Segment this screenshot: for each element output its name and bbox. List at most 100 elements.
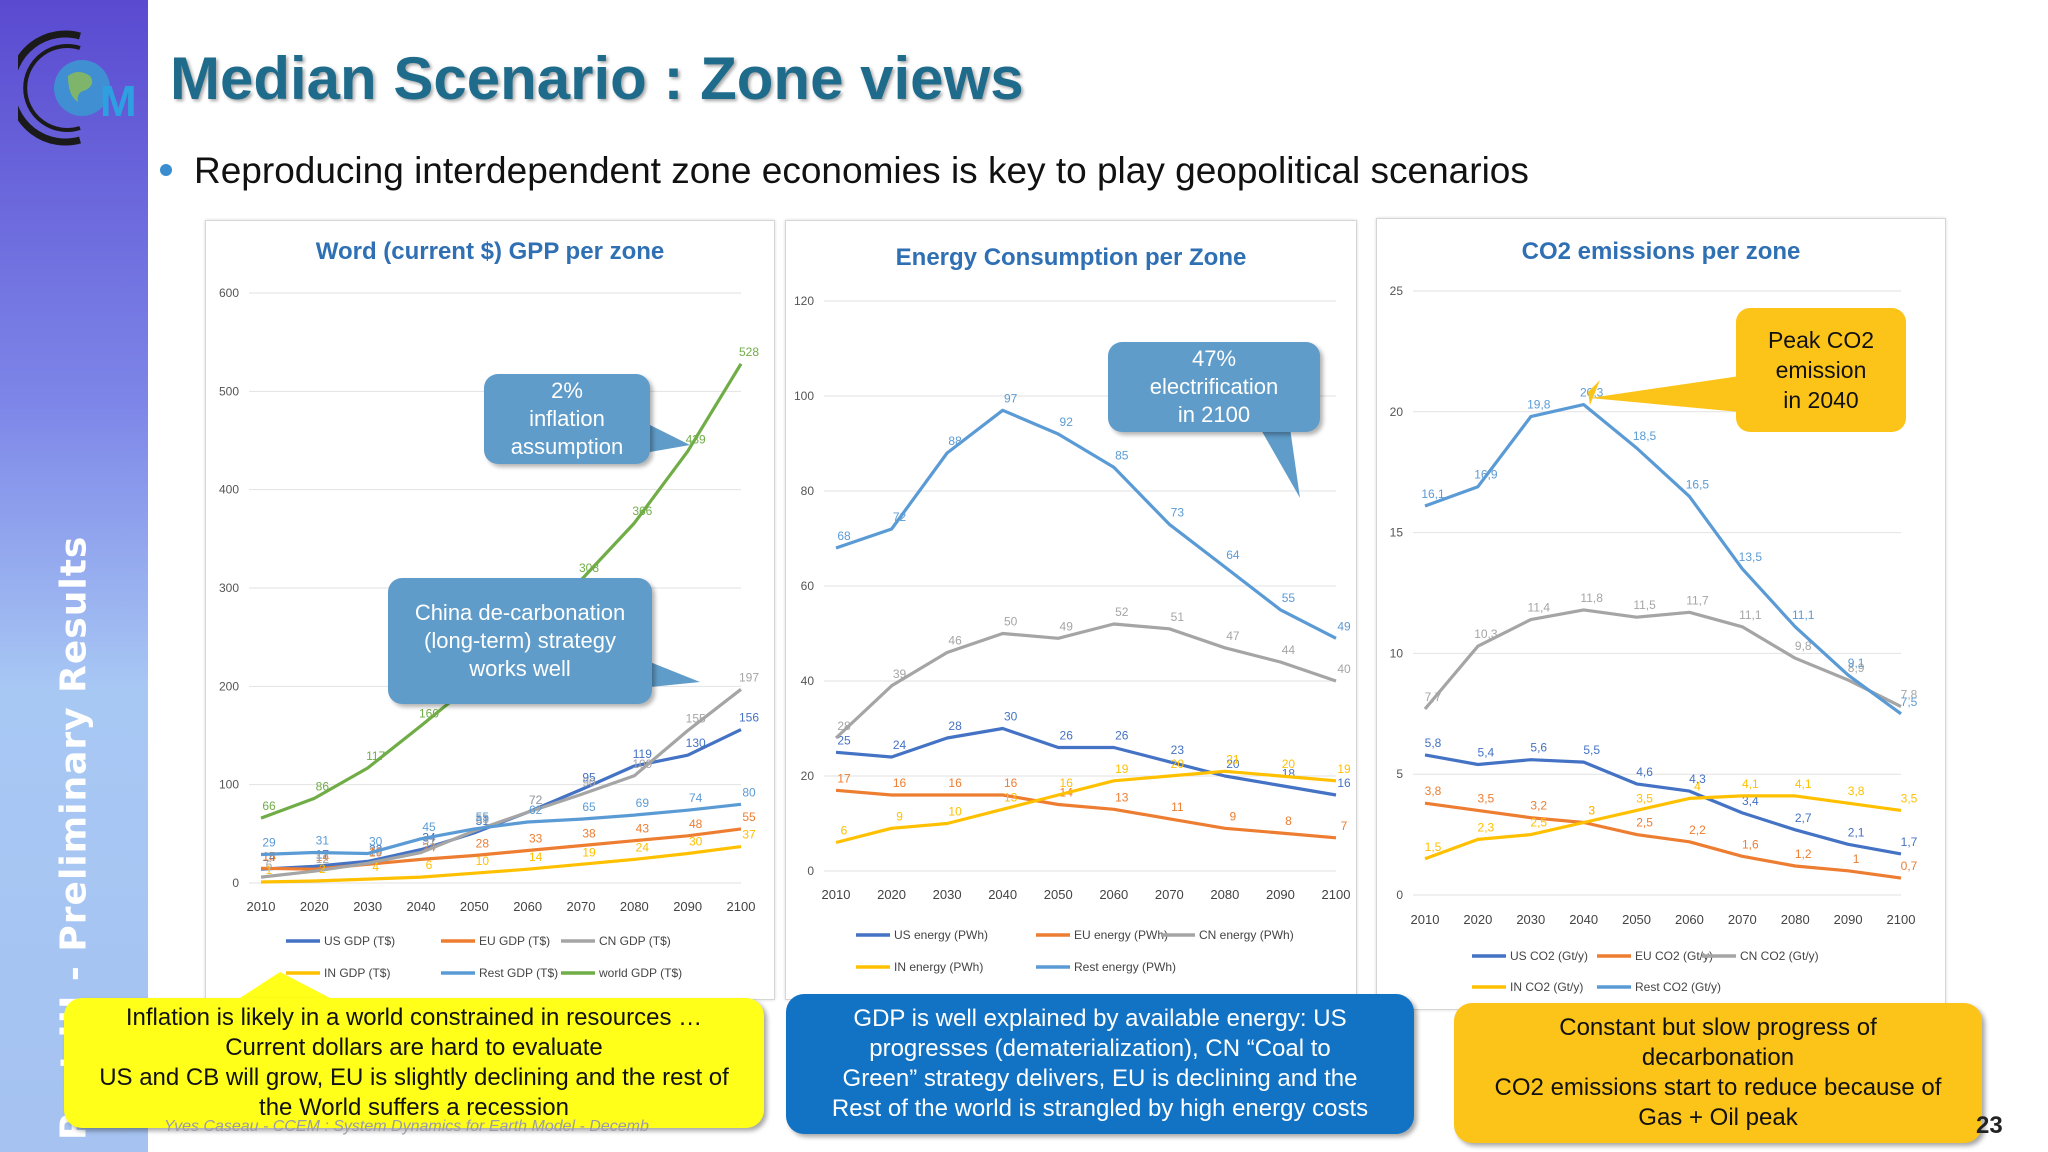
- sidebar: [0, 0, 148, 1152]
- x-tick-label: 2010: [247, 899, 276, 914]
- data-label: 24: [636, 840, 650, 854]
- data-label: 38: [582, 827, 596, 841]
- data-label: 68: [837, 529, 851, 543]
- data-label: 130: [686, 736, 706, 750]
- data-label: 11: [1171, 800, 1184, 814]
- data-label: 2,5: [1530, 816, 1547, 830]
- x-tick-label: 2040: [1569, 912, 1598, 927]
- data-label: 11,1: [1739, 608, 1762, 622]
- data-label: 10: [476, 854, 490, 868]
- data-label: 11,4: [1528, 601, 1551, 615]
- series-line-rest: [260, 802, 742, 857]
- data-label: 50: [1004, 615, 1018, 629]
- y-tick-label: 10: [1390, 646, 1404, 660]
- data-label: 21: [1226, 752, 1240, 766]
- data-label: 52: [1115, 605, 1129, 619]
- series-line-cn: [834, 622, 1337, 740]
- y-tick-label: 20: [801, 769, 815, 783]
- page-title: Median Scenario : Zone views: [170, 45, 1024, 112]
- legend-entry: US CO2 (Gt/y): [1510, 949, 1588, 963]
- x-tick-label: 2050: [1044, 887, 1073, 902]
- data-label: 3: [1588, 804, 1595, 818]
- data-label: 6: [841, 824, 848, 838]
- x-tick-label: 2100: [1887, 912, 1916, 927]
- legend-entry: CN energy (PWh): [1199, 928, 1294, 942]
- legend-entry: EU CO2 (Gt/y): [1635, 949, 1713, 963]
- data-label: 3,8: [1848, 784, 1865, 798]
- x-tick-label: 2070: [567, 899, 596, 914]
- data-label: 11,5: [1633, 598, 1656, 612]
- data-label: 13: [1004, 790, 1018, 804]
- legend-entry: world GDP (T$): [598, 966, 682, 980]
- y-tick-label: 5: [1396, 767, 1403, 781]
- chart-title: Energy Consumption per Zone: [896, 244, 1247, 271]
- data-label: 62: [529, 803, 543, 817]
- data-label: 69: [636, 796, 650, 810]
- china-callout: China de-carbonation (long-term) strateg…: [388, 578, 652, 704]
- x-tick-label: 2050: [460, 899, 489, 914]
- data-label: 31: [316, 834, 330, 848]
- peak-co2-callout: Peak CO2 emission in 2040: [1736, 308, 1906, 432]
- data-label: 44: [1282, 643, 1296, 657]
- series-line-us: [835, 726, 1337, 797]
- x-tick-label: 2090: [1834, 912, 1863, 927]
- data-label: 47: [1226, 629, 1240, 643]
- data-label: 49: [1060, 619, 1074, 633]
- logo-letter: M: [100, 77, 137, 126]
- data-label: 20: [1226, 757, 1240, 771]
- data-label: 13,5: [1739, 550, 1763, 564]
- data-label: 88: [948, 434, 962, 448]
- data-label: 30: [369, 835, 383, 849]
- data-label: 7,8: [1901, 688, 1918, 702]
- y-tick-label: 25: [1390, 284, 1404, 298]
- data-label: 9,1: [1848, 656, 1865, 670]
- data-label: 7,7: [1425, 690, 1442, 704]
- x-tick-label: 2030: [933, 887, 962, 902]
- x-tick-label: 2080: [1781, 912, 1810, 927]
- data-label: 23: [1171, 743, 1185, 757]
- y-tick-label: 120: [794, 294, 814, 308]
- y-tick-label: 0: [232, 876, 239, 890]
- electrification-callout: 47% electrification in 2100: [1108, 342, 1320, 432]
- energy-note: GDP is well explained by available energ…: [786, 994, 1414, 1134]
- series-line-eu: [835, 788, 1337, 840]
- inflation-callout: 2% inflation assumption: [484, 374, 650, 464]
- x-tick-label: 2100: [727, 899, 756, 914]
- chart-title: Word (current $) GPP per zone: [316, 238, 665, 265]
- data-label: 6: [426, 858, 433, 872]
- legend-entry: IN CO2 (Gt/y): [1510, 980, 1583, 994]
- data-label: 19,8: [1527, 398, 1551, 412]
- data-label: 51: [1171, 610, 1185, 624]
- data-label: 5,5: [1583, 743, 1600, 757]
- x-tick-label: 2070: [1155, 887, 1184, 902]
- series-line-in: [1424, 794, 1902, 861]
- data-label: 10,3: [1474, 627, 1498, 641]
- x-tick-label: 2090: [673, 899, 702, 914]
- legend-entry: CN GDP (T$): [599, 934, 671, 948]
- data-label: 3,5: [1901, 791, 1918, 805]
- data-label: 117: [366, 749, 385, 763]
- x-tick-label: 2050: [1622, 912, 1651, 927]
- y-tick-label: 60: [801, 579, 815, 593]
- data-label: 16: [948, 776, 962, 790]
- data-label: 24: [893, 738, 907, 752]
- data-label: 1: [1853, 852, 1860, 866]
- data-label: 65: [582, 800, 596, 814]
- data-label: 30: [689, 835, 703, 849]
- data-label: 95: [582, 771, 596, 785]
- data-label: 16: [893, 776, 907, 790]
- series-line-us: [260, 728, 742, 871]
- legend-entry: EU energy (PWh): [1074, 928, 1168, 942]
- chart-title: CO2 emissions per zone: [1522, 238, 1801, 265]
- logo-ring-inner: [23, 44, 81, 132]
- data-label: 16,1: [1421, 487, 1445, 501]
- data-label: 156: [739, 711, 759, 725]
- data-label: 28: [837, 719, 851, 733]
- data-label: 3,5: [1636, 791, 1653, 805]
- data-label: 11,1: [1792, 608, 1815, 622]
- series-line-cn: [1423, 608, 1902, 711]
- series-line-us: [1424, 753, 1902, 856]
- globe-land: [68, 72, 93, 102]
- x-tick-label: 2080: [620, 899, 649, 914]
- x-tick-label: 2010: [1411, 912, 1440, 927]
